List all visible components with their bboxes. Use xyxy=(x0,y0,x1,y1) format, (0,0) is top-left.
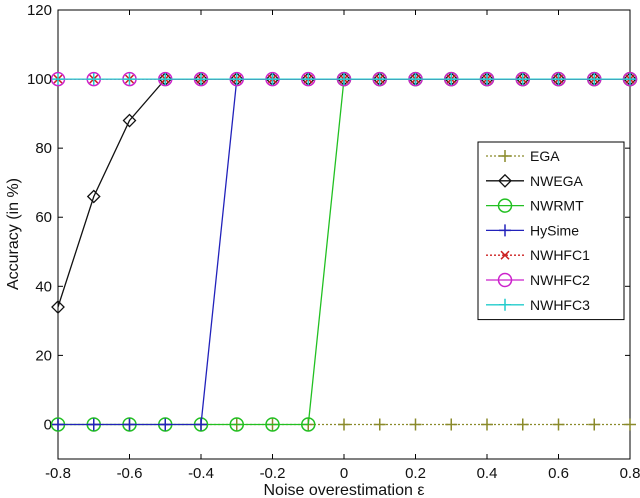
data-point xyxy=(230,73,243,86)
data-point xyxy=(409,418,422,431)
legend-label: NWHFC2 xyxy=(530,272,590,288)
y-tick-label: 0 xyxy=(44,416,52,433)
legend-marker xyxy=(500,250,510,260)
data-point xyxy=(588,418,601,431)
data-point xyxy=(195,418,207,431)
data-point xyxy=(588,73,601,86)
legend-item-nwrmt: NWRMT xyxy=(486,198,584,214)
x-tick-label: 0.6 xyxy=(548,465,569,482)
x-tick-label: 0.8 xyxy=(620,465,640,482)
data-point xyxy=(123,73,136,86)
legend-item-nwhfc1: NWHFC1 xyxy=(486,247,590,263)
x-tick-label: -0.2 xyxy=(260,465,286,482)
tick-group: -0.8 -0.6 -0.4 -0.2 0 0.2 0.4 0.6 0.8 0 20 40 60 80 10… xyxy=(27,2,640,482)
legend-label: EGA xyxy=(530,148,560,164)
data-point xyxy=(229,417,244,432)
data-point xyxy=(624,418,636,431)
y-tick-label: 60 xyxy=(35,209,52,226)
data-point xyxy=(159,73,172,86)
legend-item-ega: EGA xyxy=(486,148,560,164)
y-tick-label: 120 xyxy=(27,2,52,19)
data-point xyxy=(123,418,136,431)
y-tick-label: 100 xyxy=(27,71,52,88)
data-point xyxy=(624,73,636,86)
data-point xyxy=(481,73,493,86)
legend-item-nwhfc3: NWHFC3 xyxy=(486,297,590,313)
legend-label: NWEGA xyxy=(530,173,584,189)
series-group xyxy=(50,71,638,432)
y-tick-label: 80 xyxy=(35,140,52,157)
x-tick-label: 0.4 xyxy=(477,465,498,482)
data-point xyxy=(87,73,100,86)
legend-marker xyxy=(499,298,511,311)
data-point xyxy=(52,418,64,431)
x-tick-label: 0 xyxy=(340,465,348,482)
data-point xyxy=(195,73,207,86)
legend-marker xyxy=(497,198,513,213)
data-point xyxy=(481,418,493,431)
data-point xyxy=(122,113,137,128)
legend-label: HySime xyxy=(530,222,579,238)
data-point xyxy=(265,417,280,432)
data-point xyxy=(52,73,64,86)
x-tick-label: -0.6 xyxy=(117,465,143,482)
x-tick-label: 0.2 xyxy=(405,465,426,482)
data-point xyxy=(51,300,65,314)
data-point xyxy=(409,73,422,86)
data-point xyxy=(301,417,316,432)
legend-marker xyxy=(499,224,511,237)
legend-label: NWHFC1 xyxy=(530,247,590,263)
legend-item-nwhfc2: NWHFC2 xyxy=(486,272,590,288)
x-tick-label: -0.4 xyxy=(188,465,214,482)
x-tick-label: -0.8 xyxy=(45,465,71,482)
data-point xyxy=(266,73,279,86)
legend-item-nwega: NWEGA xyxy=(486,173,584,189)
y-tick-label: 40 xyxy=(35,278,52,295)
legend: EGA NWEGA NWRMT HySime NWHFC1 NWHFC2 NWHFC3 xyxy=(477,141,625,321)
data-point xyxy=(373,73,386,86)
data-point xyxy=(87,418,100,431)
data-point xyxy=(516,73,529,86)
legend-label: NWHFC3 xyxy=(530,297,590,313)
legend-item-hysime: HySime xyxy=(486,222,579,238)
data-point xyxy=(552,73,565,86)
x-axis-label: Noise overestimation ε xyxy=(264,482,425,498)
y-axis-label: Accuracy (in %) xyxy=(5,178,22,290)
y-tick-label: 20 xyxy=(35,347,52,364)
data-point xyxy=(338,418,350,431)
data-point xyxy=(86,189,101,204)
data-point xyxy=(373,418,386,431)
data-point xyxy=(159,418,172,431)
legend-marker xyxy=(497,272,513,288)
data-point xyxy=(516,418,529,431)
legend-label: NWRMT xyxy=(530,198,584,214)
series-nwhfc3 xyxy=(52,73,636,86)
legend-marker xyxy=(498,173,512,188)
data-point xyxy=(445,73,458,86)
legend-marker xyxy=(499,150,511,162)
data-point xyxy=(445,418,458,431)
data-point xyxy=(302,73,315,86)
data-point xyxy=(338,73,350,86)
data-point xyxy=(552,418,565,431)
